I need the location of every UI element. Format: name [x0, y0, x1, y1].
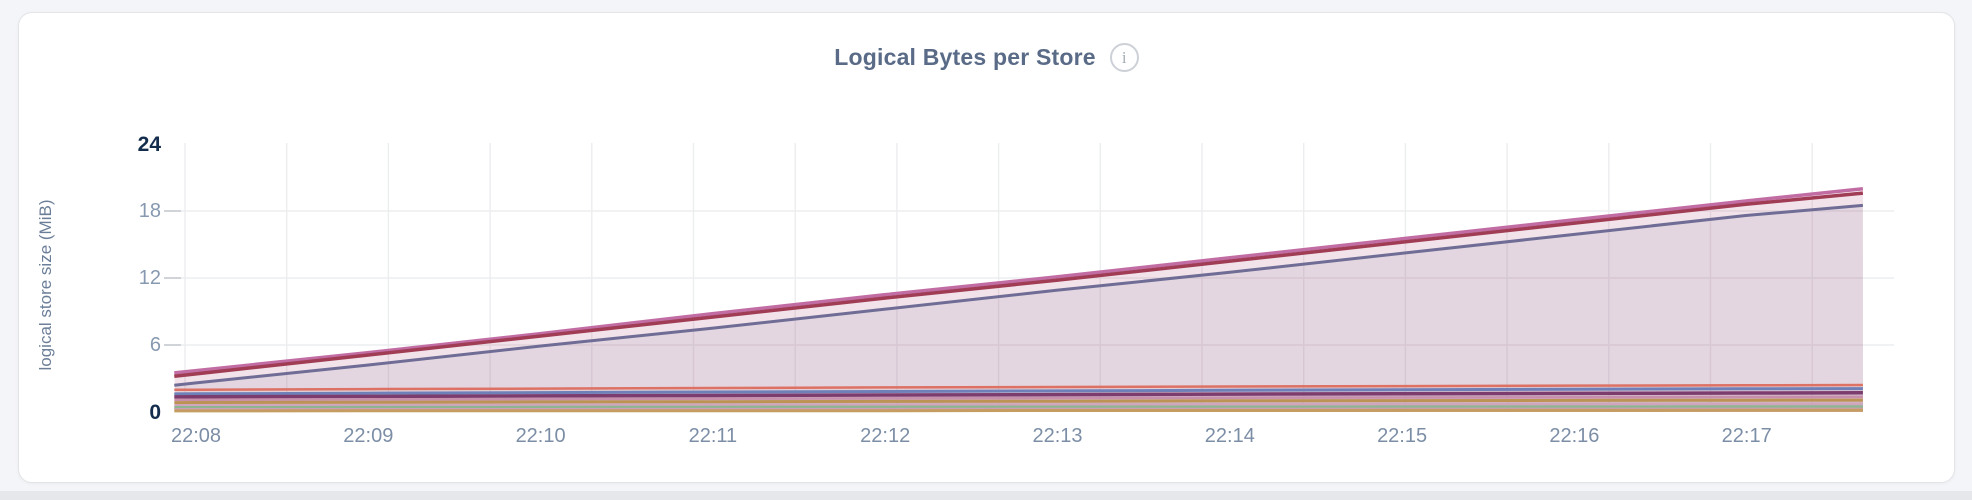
series-line-store-12 — [174, 408, 1863, 413]
chart-title: Logical Bytes per Store — [834, 44, 1096, 70]
series-area-store-1 — [174, 188, 1863, 412]
x-tick-label-22-11: 22:11 — [688, 425, 738, 447]
x-tick-label-22-13: 22:13 — [1032, 425, 1083, 447]
y-tick-label-12: 12 — [138, 267, 161, 289]
series-line-store-8 — [174, 398, 1863, 405]
series-line-store-5 — [174, 387, 1863, 396]
x-tick-label-22-14: 22:14 — [1204, 425, 1255, 447]
series-line-store-4 — [174, 383, 1863, 391]
series-line-store-6 — [174, 391, 1863, 399]
series-line-store-9 — [174, 402, 1863, 407]
series-line-store-7 — [174, 395, 1863, 401]
x-tick-label-22-10: 22:10 — [515, 425, 566, 447]
chart-header: Logical Bytes per Store i — [19, 43, 1954, 72]
page-footer-strip — [0, 491, 1972, 500]
x-tick-label-22-08: 22:08 — [170, 425, 222, 447]
x-tick-label-22-17: 22:17 — [1721, 425, 1772, 447]
x-tick-label-22-16: 22:16 — [1549, 425, 1600, 447]
y-tick-label-0: 0 — [149, 401, 161, 424]
y-tick-label-6: 6 — [149, 334, 161, 356]
series-line-store-1 — [174, 186, 1864, 375]
y-tick-label-18: 18 — [138, 200, 161, 222]
series-line-store-3 — [174, 203, 1864, 387]
x-tick-label-22-09: 22:09 — [343, 425, 394, 447]
series-line-store-10 — [174, 405, 1863, 409]
y-tick-label-24: 24 — [137, 133, 161, 156]
x-tick-label-22-12: 22:12 — [860, 425, 911, 447]
series-line-store-2 — [174, 191, 1864, 379]
x-tick-label-22-15: 22:15 — [1377, 425, 1428, 447]
series-area-store-3 — [174, 205, 1863, 412]
info-icon[interactable]: i — [1109, 43, 1139, 72]
